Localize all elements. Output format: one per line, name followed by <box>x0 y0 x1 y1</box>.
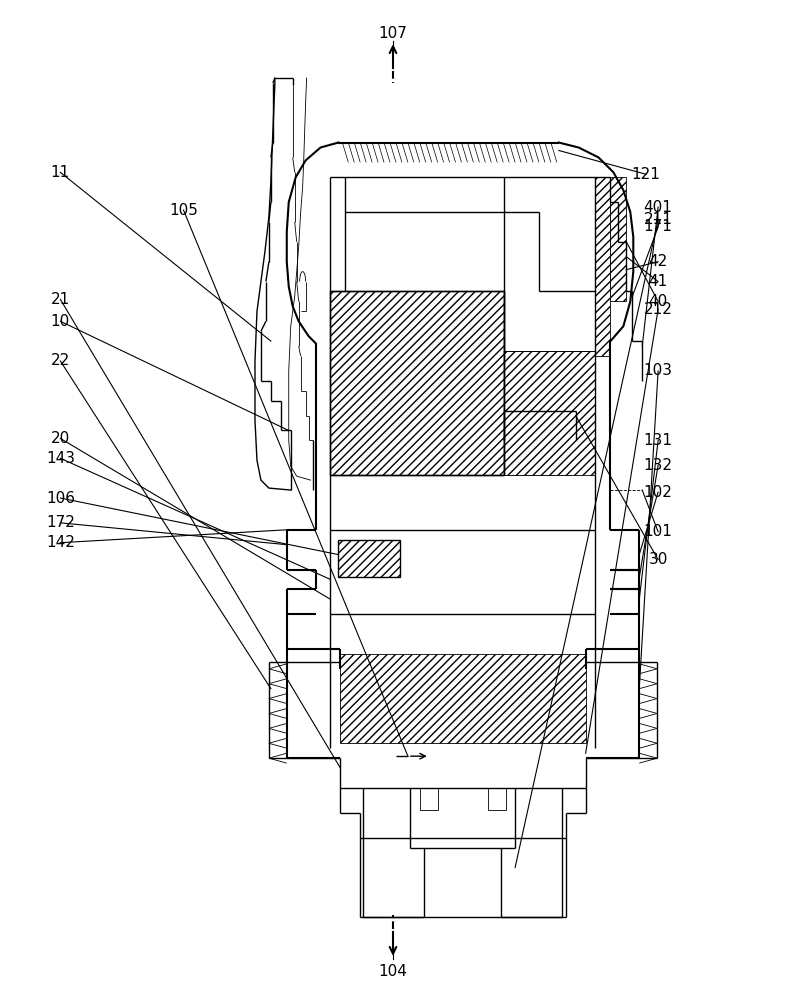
Text: 20: 20 <box>50 431 70 446</box>
Text: 106: 106 <box>46 491 75 506</box>
Text: 21: 21 <box>50 292 70 307</box>
Text: 101: 101 <box>644 524 673 539</box>
Text: 131: 131 <box>644 433 673 448</box>
Bar <box>611 177 626 301</box>
Text: 142: 142 <box>46 535 75 550</box>
Text: 401: 401 <box>644 200 673 215</box>
Text: 172: 172 <box>46 515 75 530</box>
Text: 30: 30 <box>648 552 668 567</box>
Text: 41: 41 <box>648 274 667 289</box>
Text: 22: 22 <box>50 353 70 368</box>
Text: 102: 102 <box>644 485 673 500</box>
Text: 143: 143 <box>46 451 75 466</box>
Bar <box>509 445 571 475</box>
Text: 104: 104 <box>379 964 408 979</box>
Text: 107: 107 <box>379 26 408 41</box>
Text: 105: 105 <box>169 203 198 218</box>
Bar <box>341 654 586 743</box>
Text: 103: 103 <box>644 363 673 378</box>
Text: 121: 121 <box>632 167 660 182</box>
Text: 132: 132 <box>644 458 673 473</box>
Text: 171: 171 <box>644 219 673 234</box>
Bar <box>504 351 594 475</box>
Bar <box>594 177 611 356</box>
Text: 40: 40 <box>648 294 667 309</box>
Text: 10: 10 <box>50 314 70 329</box>
Text: 211: 211 <box>644 212 673 227</box>
Bar <box>419 788 438 810</box>
Bar <box>331 291 504 475</box>
Bar <box>488 788 506 810</box>
Text: 42: 42 <box>648 254 667 269</box>
Text: 212: 212 <box>644 302 673 317</box>
Bar <box>338 540 400 577</box>
Text: 11: 11 <box>50 165 70 180</box>
